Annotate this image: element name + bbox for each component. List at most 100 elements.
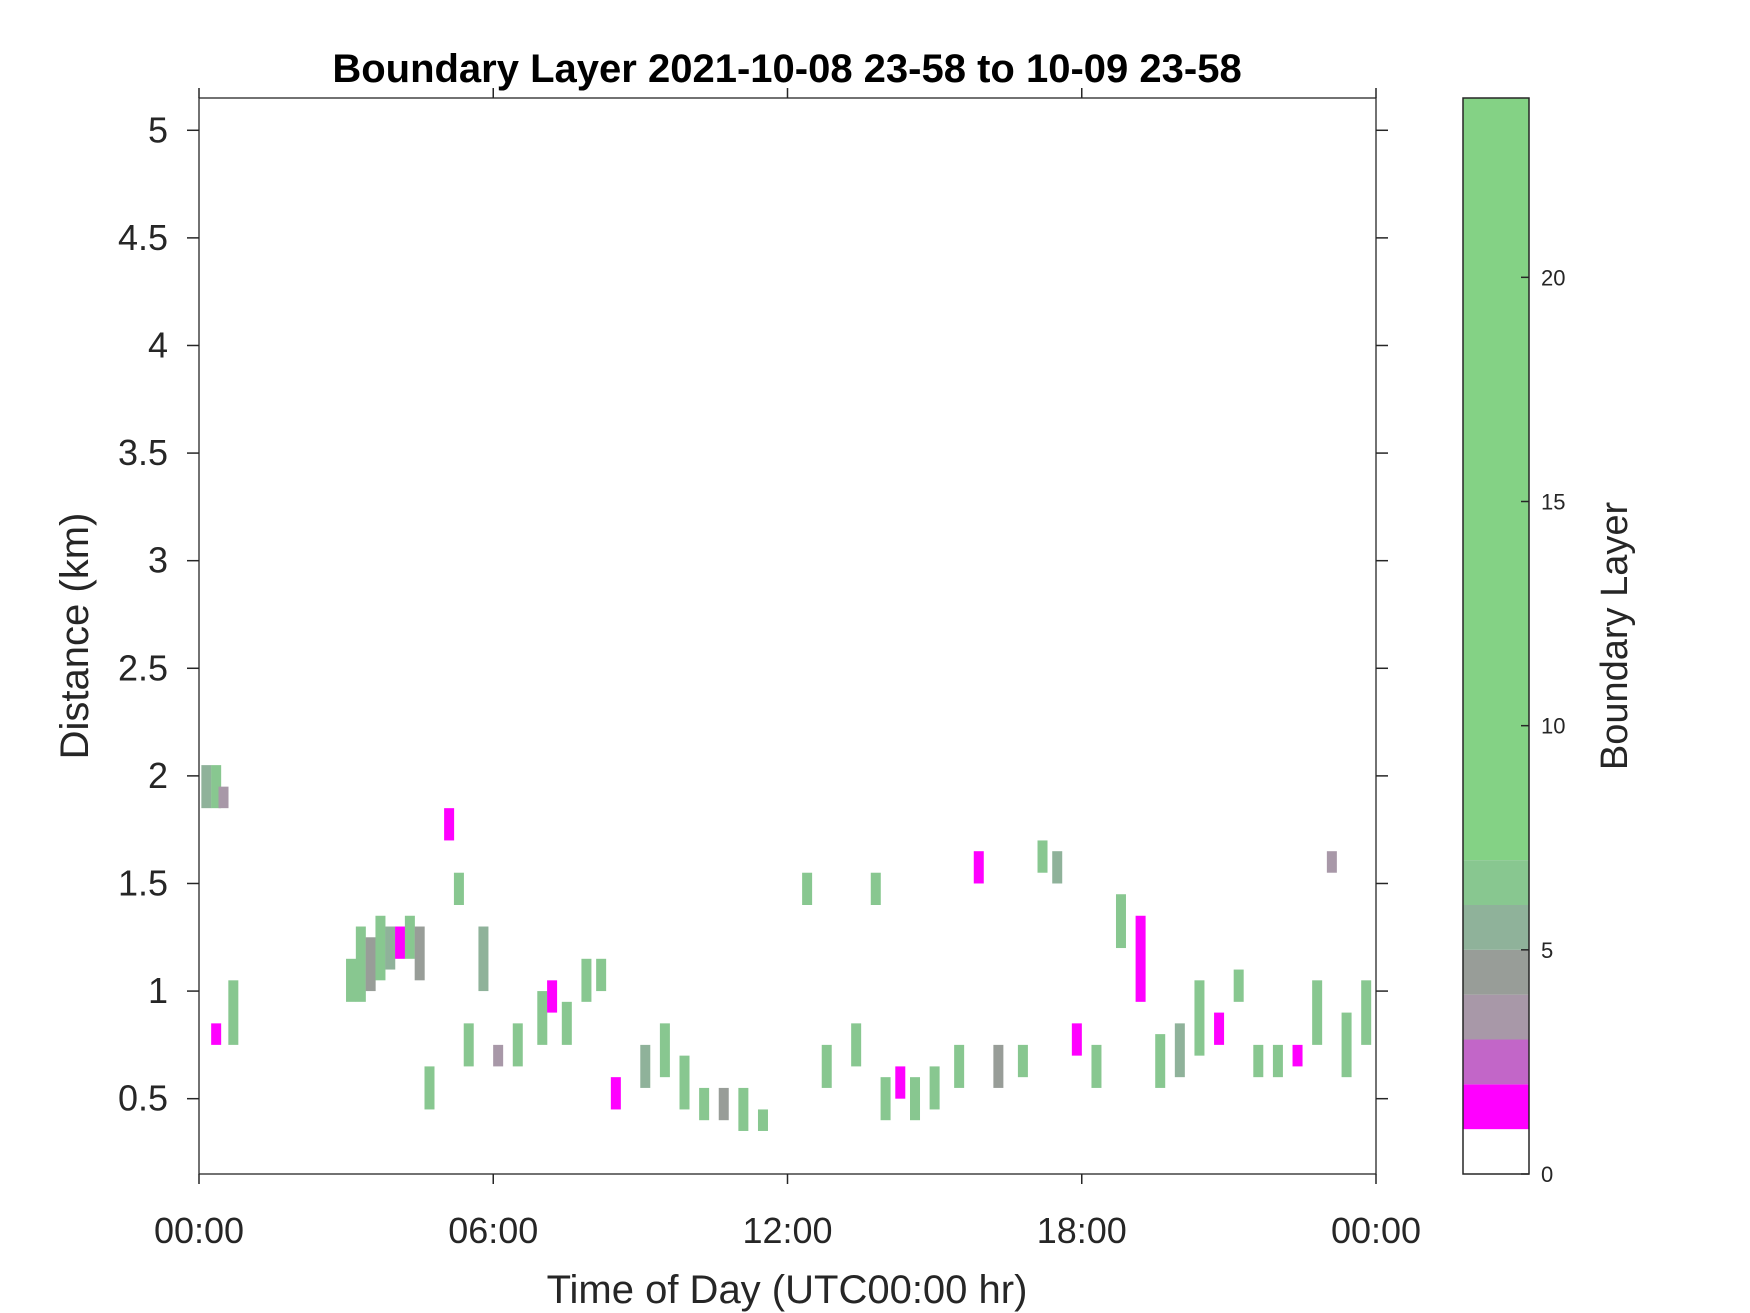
heatmap-cell (424, 1066, 435, 1110)
colorbar-tick-label: 0 (1541, 1162, 1553, 1187)
heatmap-cell (718, 1087, 729, 1121)
heatmap-cell (610, 1077, 621, 1110)
x-axis-label: Time of Day (UTC00:00 hr) (547, 1268, 1028, 1312)
y-tick-label: 3 (148, 540, 168, 581)
heatmap-cell (954, 1044, 965, 1088)
y-axis-label: Distance (km) (53, 513, 97, 760)
x-tick-label: 12:00 (742, 1210, 832, 1251)
colorbar-tick-label: 15 (1541, 490, 1565, 515)
heatmap-cell (895, 1066, 906, 1099)
colorbar-segment (1463, 98, 1529, 861)
colorbar-segment (1463, 860, 1529, 905)
y-tick-label: 2.5 (118, 647, 168, 688)
heatmap-cell (463, 1023, 474, 1067)
heatmap-cell (537, 991, 548, 1045)
heatmap-cell (493, 1044, 504, 1067)
heatmap-cell (1272, 1044, 1283, 1078)
heatmap-cells (201, 765, 1372, 1131)
heatmap-cell (201, 765, 212, 809)
heatmap-cell (385, 926, 396, 970)
y-tick-label: 0.5 (118, 1078, 168, 1119)
x-tick-label: 00:00 (1331, 1210, 1421, 1251)
heatmap-cell (365, 937, 376, 992)
heatmap-cell (512, 1023, 523, 1067)
y-tick-label: 3.5 (118, 432, 168, 473)
heatmap-cell (993, 1044, 1004, 1088)
heatmap-cell (910, 1077, 921, 1121)
heatmap-cell (228, 980, 239, 1045)
heatmap-cell (346, 958, 357, 1002)
heatmap-cell (453, 872, 464, 905)
heatmap-cell (1155, 1034, 1166, 1088)
heatmap-cell (1253, 1044, 1264, 1078)
heatmap-cell (851, 1023, 862, 1067)
heatmap-cell (1091, 1044, 1102, 1088)
y-tick-label: 2 (148, 755, 168, 796)
heatmap-cell (375, 915, 386, 981)
colorbar-tick-label: 10 (1541, 714, 1565, 739)
heatmap-cell (821, 1044, 832, 1088)
x-tick-label: 06:00 (448, 1210, 538, 1251)
heatmap-cell (640, 1044, 651, 1088)
heatmap-cell (929, 1066, 940, 1110)
x-axis: 00:00 06:00 12:00 18:00 00:00 (154, 88, 1421, 1251)
heatmap-cell (738, 1087, 749, 1131)
y-tick-label: 4 (148, 324, 168, 365)
y-tick-label: 1.5 (118, 862, 168, 903)
y-tick-label: 1 (148, 970, 168, 1011)
heatmap-cell (870, 872, 881, 905)
colorbar-segment (1463, 1084, 1529, 1130)
plot-area (199, 98, 1376, 1174)
y-tick-label: 5 (148, 109, 168, 150)
heatmap-cell (1174, 1023, 1185, 1078)
heatmap-cell (1361, 980, 1372, 1045)
heatmap-cell (211, 1023, 222, 1045)
heatmap-cell (211, 765, 222, 809)
y-tick-label: 4.5 (118, 217, 168, 258)
heatmap-cell (1135, 915, 1146, 1002)
colorbar-segment (1463, 949, 1529, 995)
heatmap-cell (880, 1077, 891, 1121)
heatmap-cell (218, 786, 229, 809)
heatmap-cell (1071, 1023, 1082, 1056)
heatmap-cell (547, 980, 558, 1013)
heatmap-cell (1312, 980, 1323, 1045)
heatmap-cell (699, 1087, 710, 1121)
heatmap-cell (1115, 894, 1126, 949)
heatmap-cell (414, 926, 425, 981)
heatmap-cell (404, 915, 415, 959)
heatmap-cell (581, 958, 592, 1002)
x-tick-label: 00:00 (154, 1210, 244, 1251)
heatmap-cell (355, 926, 366, 1002)
heatmap-cell (478, 926, 489, 992)
heatmap-cell (1326, 851, 1337, 873)
heatmap-cell (757, 1109, 768, 1131)
heatmap-cell (395, 926, 406, 959)
heatmap-cell (679, 1055, 690, 1110)
colorbar-segment (1463, 994, 1529, 1040)
heatmap-cell (973, 851, 984, 884)
heatmap-cell (561, 1001, 572, 1045)
colorbar-ticks: 0 5 10 15 20 (1521, 265, 1565, 1187)
heatmap-cell (1341, 1012, 1352, 1078)
heatmap-cell (444, 808, 455, 841)
colorbar-border (1462, 97, 1530, 1175)
colorbar-tick-label: 20 (1541, 265, 1565, 290)
colorbar-segment (1463, 1039, 1529, 1085)
heatmap-cell (1214, 1012, 1225, 1045)
colorbar-tick-label: 5 (1541, 938, 1553, 963)
heatmap-cell (659, 1023, 670, 1078)
heatmap-cell (1052, 851, 1063, 884)
colorbar (1462, 97, 1530, 1175)
heatmap-cell (1194, 980, 1205, 1056)
y-axis: 0.5 1 1.5 2 2.5 3 3.5 4 4.5 5 (118, 109, 1388, 1119)
colorbar-segment (1463, 1129, 1529, 1174)
heatmap-cell (802, 872, 813, 905)
chart-title: Boundary Layer 2021-10-08 23-58 to 10-09… (332, 47, 1241, 91)
heatmap-cell (596, 958, 607, 992)
heatmap-cell (1233, 969, 1244, 1002)
x-tick-label: 18:00 (1037, 1210, 1127, 1251)
colorbar-segment (1463, 905, 1529, 950)
colorbar-label: Boundary Layer (1594, 502, 1636, 771)
